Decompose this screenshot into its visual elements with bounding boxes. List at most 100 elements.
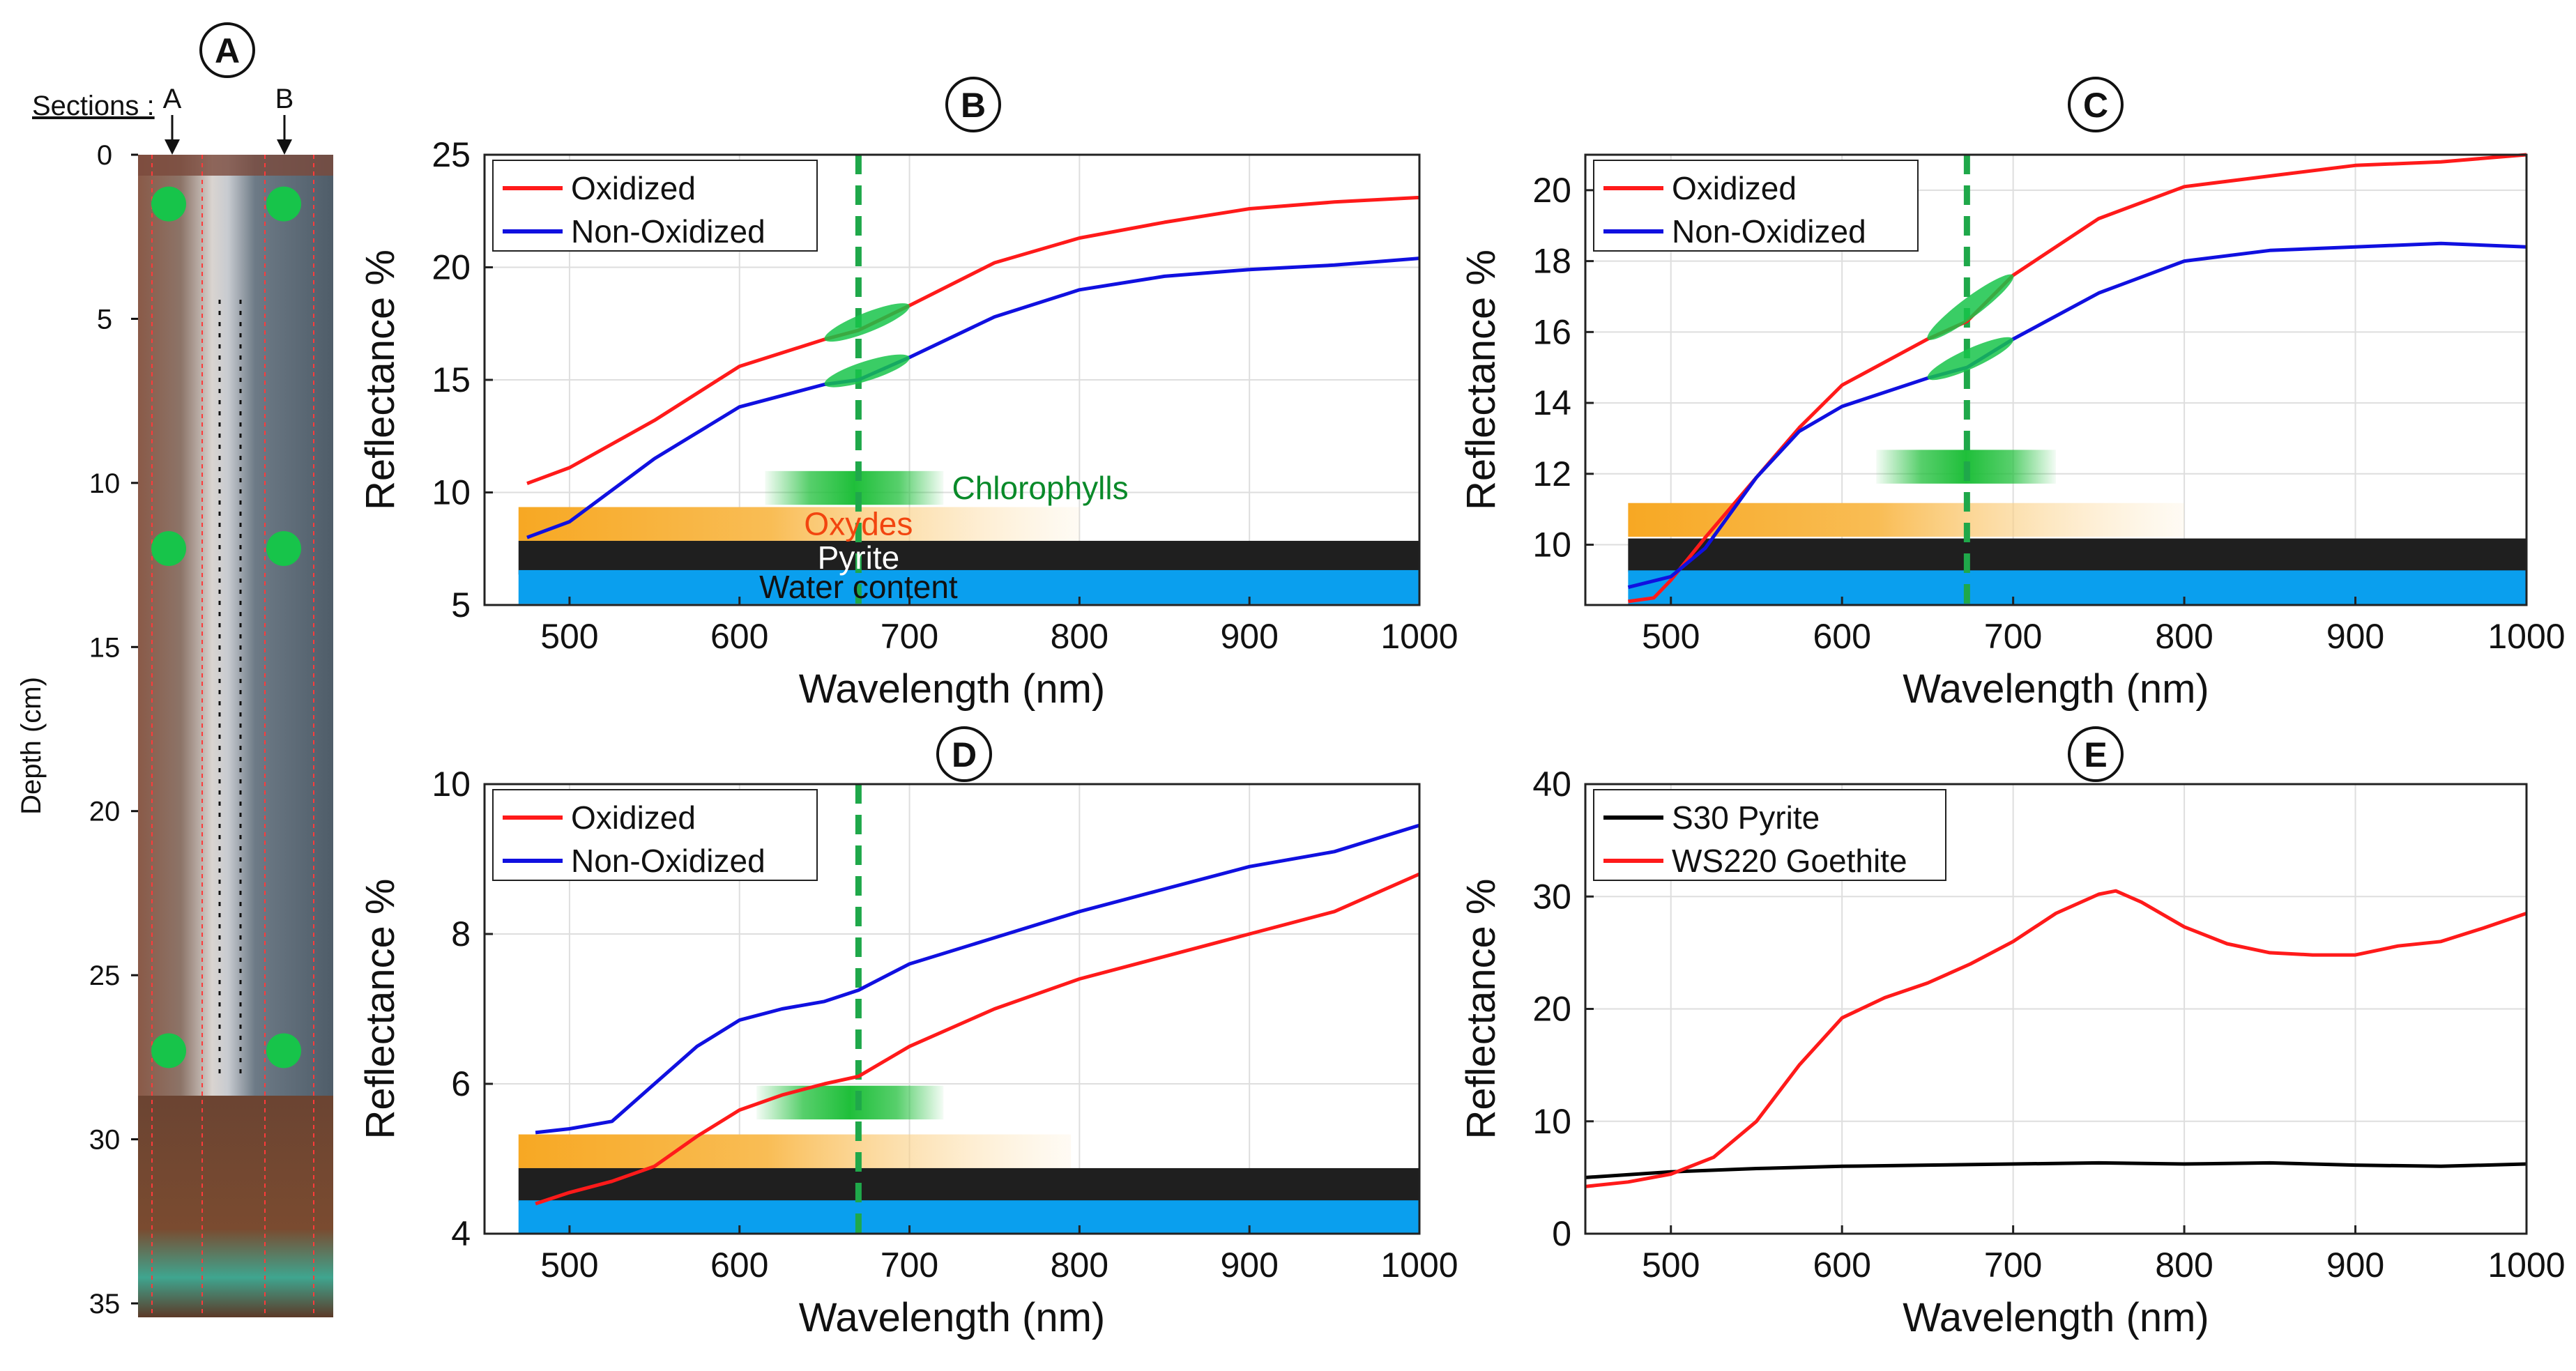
absorption-feature-oxidized: [824, 303, 910, 342]
legend-box: [492, 160, 818, 252]
x-axis-label: Wavelength (nm): [799, 1295, 1105, 1340]
y-tick-label-0: 0: [1552, 1214, 1571, 1253]
legend: Oxidized Non-Oxidized: [1593, 160, 1919, 252]
section-b-label: B: [275, 84, 294, 114]
core-photo-lower: [138, 1096, 333, 1317]
legend-label-non-oxidized: Non-Oxidized: [1672, 213, 1866, 250]
x-axis-label: Wavelength (nm): [1903, 1295, 2209, 1340]
legend-box: [492, 789, 818, 881]
legend-box: [1593, 160, 1919, 252]
sample-marker-a-2: [151, 1033, 186, 1069]
depth-axis: 0 5 10 15 20 25 30 35: [89, 140, 138, 1319]
y-tick-label-4: 4: [451, 1214, 471, 1253]
x-tick-label-500: 500: [540, 1246, 598, 1285]
depth-tick-label-10: 10: [89, 468, 121, 499]
x-tick-label-700: 700: [881, 617, 938, 656]
y-tick-label-6: 6: [451, 1064, 471, 1103]
x-tick-label-1000: 1000: [1380, 1246, 1458, 1285]
legend-label-oxidized: Oxidized: [1672, 170, 1797, 206]
x-tick-label-800: 800: [1051, 1246, 1108, 1285]
x-tick-label-1000: 1000: [1380, 617, 1458, 656]
legend: Oxidized Non-Oxidized: [492, 789, 818, 881]
section-b-arrow: [277, 115, 292, 155]
x-tick-label-700: 700: [881, 1246, 938, 1285]
legend-label-oxidized: Oxidized: [571, 799, 696, 836]
legend: Oxidized Non-Oxidized: [492, 160, 818, 252]
chart-e: 500 600 700 800 900 1000 0 10 20 30 40 Wavelength (…: [1458, 765, 2566, 1340]
x-tick-label-1000: 1000: [2487, 1246, 2565, 1285]
panel-a-letter: A: [215, 31, 240, 70]
y-tick-label-30: 30: [1532, 877, 1571, 916]
depth-tick-label-5: 5: [97, 304, 112, 335]
plot-frame: [1584, 153, 2528, 606]
chart-c: 500 600 700 800 900 1000 10 12 14 16 18 20 Wavelengt…: [1458, 153, 2566, 712]
y-tick-label-20: 20: [1532, 990, 1571, 1029]
legend-label-ws220-goethite: WS220 Goethite: [1672, 843, 1907, 879]
x-tick-label-900: 900: [1220, 1246, 1278, 1285]
band-water-content: [518, 569, 1419, 604]
sample-marker-a-0: [151, 186, 186, 222]
panel-c-letter: C: [2083, 86, 2108, 125]
y-tick-label-10: 10: [1532, 1102, 1571, 1141]
panel-d: D 500 600 700 800 900 1000 4 6 8 10 Wavelength (nm…: [358, 726, 1458, 1340]
legend-label-non-oxidized: Non-Oxidized: [571, 843, 765, 879]
x-tick-label-800: 800: [1051, 617, 1108, 656]
band-water-content: [518, 1200, 1419, 1234]
series-line-ws220-goethite: [1585, 889, 2527, 1188]
depth-tick-label-30: 30: [89, 1125, 121, 1156]
x-axis-label: Wavelength (nm): [799, 666, 1105, 712]
band-oxydes: [518, 1134, 1072, 1168]
absorption-feature-non-oxidized: [1927, 337, 2013, 381]
panel-d-badge: [936, 726, 992, 782]
x-tick-label-900: 900: [1220, 617, 1278, 656]
depth-tick-label-15: 15: [89, 632, 121, 663]
section-a-arrow: [165, 115, 180, 155]
chart-d: 500 600 700 800 900 1000 4 6 8 10 Wavelength (nm) R…: [358, 765, 1458, 1340]
sample-marker-b-0: [266, 186, 301, 222]
y-tick-label-20: 20: [1532, 171, 1571, 210]
depth-tick-label-25: 25: [89, 960, 121, 991]
panel-e-badge: [2068, 726, 2124, 782]
x-tick-label-700: 700: [1984, 1246, 2042, 1285]
y-tick-label-20: 20: [432, 248, 471, 287]
core-top-rim: [138, 155, 333, 176]
depth-axis-label: Depth (cm): [16, 677, 47, 815]
x-tick-label-800: 800: [2155, 1246, 2213, 1285]
depth-tick-label-35: 35: [89, 1289, 121, 1319]
sample-marker-a-1: [151, 531, 186, 567]
x-axis-label: Wavelength (nm): [1903, 666, 2209, 712]
y-axis-label: Reflectance %: [1458, 250, 1504, 510]
y-tick-label-14: 14: [1532, 383, 1571, 422]
legend-label-s30-pyrite: S30 Pyrite: [1672, 799, 1820, 836]
x-tick-label-500: 500: [1642, 1246, 1700, 1285]
y-tick-label-5: 5: [451, 585, 471, 625]
sections-label: Sections :: [32, 91, 155, 121]
panel-e: E 500 600 700 800 900 1000 0 10 20 30 40 Wavelength…: [1458, 726, 2566, 1340]
y-tick-label-10: 10: [432, 473, 471, 512]
x-tick-label-900: 900: [2326, 617, 2384, 656]
panel-a: A Sections : A B 0 5 10 15 20 25 30 35 Depth (c…: [16, 22, 333, 1319]
x-tick-label-600: 600: [710, 617, 768, 656]
series-line-oxidized: [535, 872, 1421, 1206]
y-tick-label-40: 40: [1532, 765, 1571, 804]
y-tick-label-10: 10: [432, 765, 471, 804]
y-axis-label: Reflectance %: [1458, 879, 1504, 1140]
panel-c-badge: [2068, 77, 2124, 132]
x-tick-label-500: 500: [1642, 617, 1700, 656]
band-label-water-content: Water content: [759, 569, 958, 605]
absorption-feature-oxidized: [1927, 274, 2014, 340]
x-tick-label-600: 600: [1813, 617, 1870, 656]
x-tick-label-900: 900: [2326, 1246, 2384, 1285]
y-tick-label-25: 25: [432, 135, 471, 174]
plot-frame: [483, 783, 1421, 1235]
legend-box: [1593, 789, 1946, 881]
x-tick-label-1000: 1000: [2487, 617, 2565, 656]
x-tick-label-600: 600: [710, 1246, 768, 1285]
panel-a-badge: [199, 22, 255, 78]
band-pyrite: [518, 1167, 1419, 1202]
y-tick-label-8: 8: [451, 914, 471, 953]
x-tick-label-800: 800: [2155, 617, 2213, 656]
